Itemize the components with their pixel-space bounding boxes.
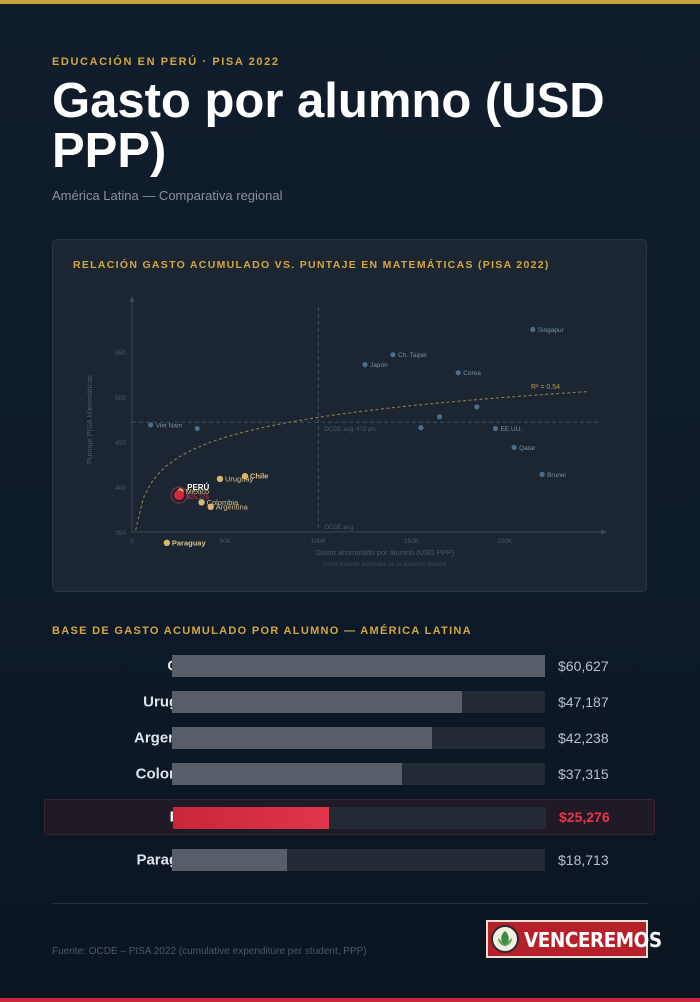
x-axis-note: como fracción estimada de la duración es… (323, 562, 447, 568)
x-tick-label: 50K (219, 538, 231, 545)
scatter-title: RELACIÓN GASTO ACUMULADO VS. PUNTAJE EN … (73, 259, 550, 271)
kicker: EDUCACIÓN EN PERÚ · PISA 2022 (52, 56, 280, 68)
scatter-point-label: Singapur (538, 327, 565, 334)
x-tick-label: 100K (311, 538, 327, 545)
bar (172, 655, 545, 677)
x-axis-arrow-icon (601, 529, 607, 535)
scatter-point-label: Colombia (207, 498, 240, 507)
logo-text: VENCEREMOS (524, 928, 662, 952)
bar-row-chile: Chile$60,627 (44, 648, 655, 684)
scatter-point-label: Viet Nam (156, 422, 183, 429)
bar (172, 727, 432, 749)
scatter-point-label: Paraguay (172, 538, 207, 547)
bar (173, 807, 329, 829)
bar-track (172, 691, 545, 713)
scatter-point (207, 503, 214, 510)
bar (172, 763, 402, 785)
scatter-point-label: EE.UU. (500, 426, 522, 433)
y-tick-label: 400 (115, 485, 126, 492)
bar-row-paraguay: Paraguay $18,713 (44, 842, 655, 878)
trend-r2-label: R² = 0.54 (531, 384, 560, 391)
scatter-point (418, 425, 424, 431)
y-tick-label: 550 (115, 350, 126, 357)
bar-row-colombia: Colombia $37,315 (44, 756, 655, 792)
x-axis-title: Gasto acumulado por alumno (USD PPP) (316, 548, 455, 557)
scatter-point (530, 326, 536, 333)
bar-value-label: $42,238 (558, 730, 609, 746)
trend-curve (135, 391, 589, 531)
x-tick-label: 150K (404, 538, 420, 545)
scatter-point (216, 475, 224, 483)
scatter-point-label: Corea (463, 370, 481, 377)
leaf-badge-icon (491, 925, 519, 953)
peru-point (174, 490, 185, 501)
bar-row-uruguay: Uruguay$47,187 (44, 684, 655, 720)
bar-section-title: BASE DE GASTO ACUMULADO POR ALUMNO — AMÉ… (52, 625, 472, 637)
scatter-point (455, 370, 461, 376)
scatter-point-label: Chile (250, 472, 268, 481)
bar-value-label: $18,713 (558, 852, 609, 868)
scatter-point (539, 471, 545, 477)
scatter-point (163, 539, 171, 546)
scatter-point-label: Ch. Taipei (398, 352, 427, 359)
bar-value-label: $37,315 (558, 766, 609, 782)
bar-row-argentina: Argentina $42,238 (44, 720, 655, 756)
scatter-card: RELACIÓN GASTO ACUMULADO VS. PUNTAJE EN … (52, 239, 647, 592)
bar-value-label: $47,187 (558, 694, 609, 710)
x-tick-label: 200K (497, 538, 513, 545)
peru-point-name: PERÚ (187, 483, 209, 492)
peru-point-value: $25,276 (187, 495, 209, 501)
y-tick-label: 450 (115, 440, 126, 447)
scatter-point (194, 425, 200, 432)
ocde-avg-spend-label: OCDE avg (324, 525, 353, 531)
top-accent-bar (0, 0, 700, 4)
scatter-point-label: Qatar (519, 445, 536, 452)
scatter-point (148, 422, 154, 428)
y-tick-label: 350 (115, 530, 126, 537)
page-title: Gasto por alumno (USD PPP) (52, 74, 605, 178)
scatter-point (241, 473, 249, 480)
scatter-point-label: Argentina (216, 502, 249, 511)
bar-value-label: $25,276 (559, 809, 610, 825)
y-axis-title: Puntaje PISA Matemáticas (85, 375, 94, 464)
scatter-point (390, 352, 396, 358)
bar-track (173, 807, 546, 829)
scatter-point-label: México (185, 487, 209, 496)
bar-row-peru: Perú$25,276 (44, 799, 655, 835)
venceremos-logo[interactable]: VENCEREMOS (486, 920, 662, 958)
bottom-accent-bar (0, 998, 700, 1002)
bar-value-label: $60,627 (558, 658, 609, 674)
page-subtitle: América Latina — Comparativa regional (52, 188, 283, 203)
scatter-point (362, 362, 368, 368)
y-tick-label: 500 (115, 395, 126, 402)
bar (172, 849, 288, 871)
scatter-point-label: Uruguay (225, 474, 254, 483)
bar (172, 691, 463, 713)
source-note: Fuente: OCDE – PISA 2022 (cumulative exp… (52, 946, 367, 957)
bar-track (172, 655, 545, 677)
y-axis-arrow-icon (129, 296, 135, 302)
scatter-point (492, 425, 499, 432)
scatter-point (474, 404, 480, 410)
ocde-avg-score-label: OCDE avg: 472 pts (324, 427, 376, 433)
scatter-point-label: Brunei (547, 472, 566, 479)
bar-track (172, 727, 545, 749)
scatter-chart: 350 400 450 500 550 0 50K 100K 150K 200K Gasto acu… (85, 296, 607, 568)
footer-divider (52, 903, 648, 904)
bar-track (172, 849, 545, 871)
leaf-icon (498, 931, 512, 946)
bar-track (172, 763, 545, 785)
scatter-point (436, 414, 443, 420)
scatter-point (511, 444, 517, 450)
scatter-point-label: Japón (370, 362, 388, 369)
scatter-point (198, 499, 205, 506)
x-tick-label: 0 (130, 538, 134, 545)
peru-highlight-ring (170, 486, 188, 504)
